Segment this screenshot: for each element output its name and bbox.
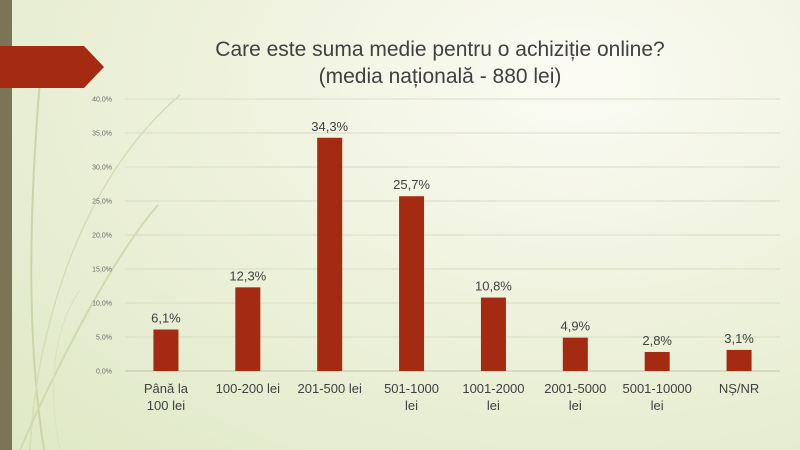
data-label: 25,7% [393,177,430,192]
y-tick-label: 20,0% [92,233,112,240]
y-tick-label: 5,0% [96,335,112,342]
category-label: 201-500 lei [298,381,362,396]
chart-title-line-1: Care este suma medie pentru o achiziție … [215,38,665,61]
bar [399,196,425,371]
bar [644,351,670,371]
bar [317,137,343,371]
y-tick-label: 0,0% [96,369,112,376]
category-label: 1001-2000 lei [462,381,524,413]
category-label: NȘ/NR [719,381,759,396]
y-tick-label: 10,0% [92,301,112,308]
data-label: 4,9% [560,319,590,334]
category-label: 5001-10000 lei [622,381,691,413]
data-label: 6,1% [151,311,181,326]
bar [153,329,179,371]
y-tick-label: 40,0% [92,97,112,104]
bar [726,349,752,371]
category-label: 501-1000 lei [384,381,439,413]
y-tick-label: 35,0% [92,131,112,138]
data-label: 2,8% [642,333,672,348]
accent-side-bar [0,0,12,450]
data-label: 10,8% [475,279,512,294]
chart-title: Care este suma medie pentru o achiziție … [150,36,730,90]
data-label: 3,1% [724,331,754,346]
y-tick-label: 15,0% [92,267,112,274]
data-label: 34,3% [311,119,348,134]
bar [480,297,506,371]
y-tick-label: 30,0% [92,165,112,172]
bar [562,337,588,371]
category-label: 2001-5000 lei [544,381,606,413]
chart-title-line-2: (media națională - 880 lei) [318,65,562,88]
category-label: 100-200 lei [216,381,280,396]
data-label: 12,3% [229,268,266,283]
title-arrow-shape [0,46,104,88]
y-tick-label: 25,0% [92,199,112,206]
bar [235,287,261,371]
category-label: Până la 100 lei [144,381,189,413]
